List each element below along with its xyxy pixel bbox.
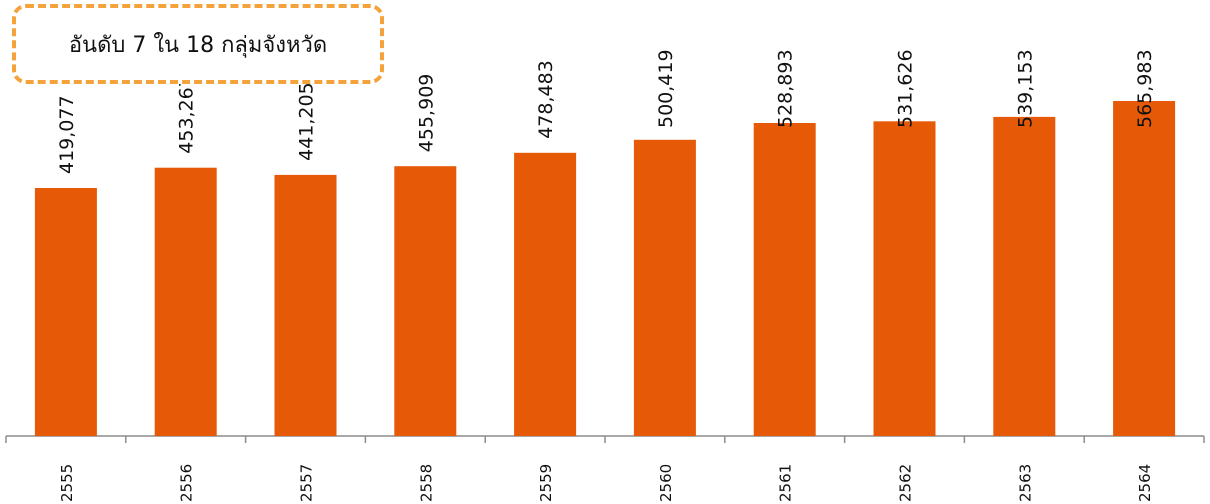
bars-group: [34, 101, 1176, 437]
x-axis-ticks: [5, 436, 1205, 443]
bar-2563: [993, 116, 1056, 437]
bar-2557: [274, 174, 337, 436]
category-label-2560: 2560: [657, 464, 675, 502]
category-label-2563: 2563: [1016, 464, 1034, 502]
bar-2560: [633, 139, 696, 437]
bar-2559: [514, 152, 577, 437]
bar-2562: [873, 121, 936, 437]
category-label-2562: 2562: [897, 464, 915, 502]
category-labels-group: 2555 2556 2557 2558 2559 2560 2561 2562 2563 2564: [58, 464, 1154, 502]
bar-2556: [154, 167, 217, 436]
value-label-2561: 528,893: [775, 49, 797, 128]
value-labels-group: 419,077 453,267 441,205 455,909 478,483 500,4…: [56, 49, 1156, 174]
value-label-2555: 419,077: [56, 95, 78, 174]
value-label-2564: 565,983: [1134, 49, 1156, 128]
category-label-2559: 2559: [537, 464, 555, 502]
bar-2555: [34, 188, 97, 436]
value-label-2560: 500,419: [655, 49, 677, 128]
bar-2564: [1113, 101, 1176, 436]
value-label-2556: 453,267: [176, 75, 198, 154]
category-label-2561: 2561: [777, 464, 795, 502]
category-label-2558: 2558: [417, 464, 435, 502]
value-label-2558: 455,909: [415, 74, 437, 153]
value-label-2557: 441,205: [296, 82, 318, 161]
bar-2561: [753, 123, 816, 436]
value-label-2559: 478,483: [535, 60, 557, 139]
ranking-annotation-box: อันดับ 7 ใน 18 กลุ่มจังหวัด: [12, 4, 384, 84]
category-label-2564: 2564: [1136, 464, 1154, 502]
category-label-2556: 2556: [178, 464, 196, 502]
category-label-2555: 2555: [58, 464, 76, 502]
ranking-annotation-text: อันดับ 7 ใน 18 กลุ่มจังหวัด: [68, 32, 328, 58]
value-label-2562: 531,626: [895, 49, 917, 128]
bar-2558: [394, 166, 457, 436]
value-label-2563: 539,153: [1014, 49, 1036, 128]
category-label-2557: 2557: [298, 464, 316, 502]
